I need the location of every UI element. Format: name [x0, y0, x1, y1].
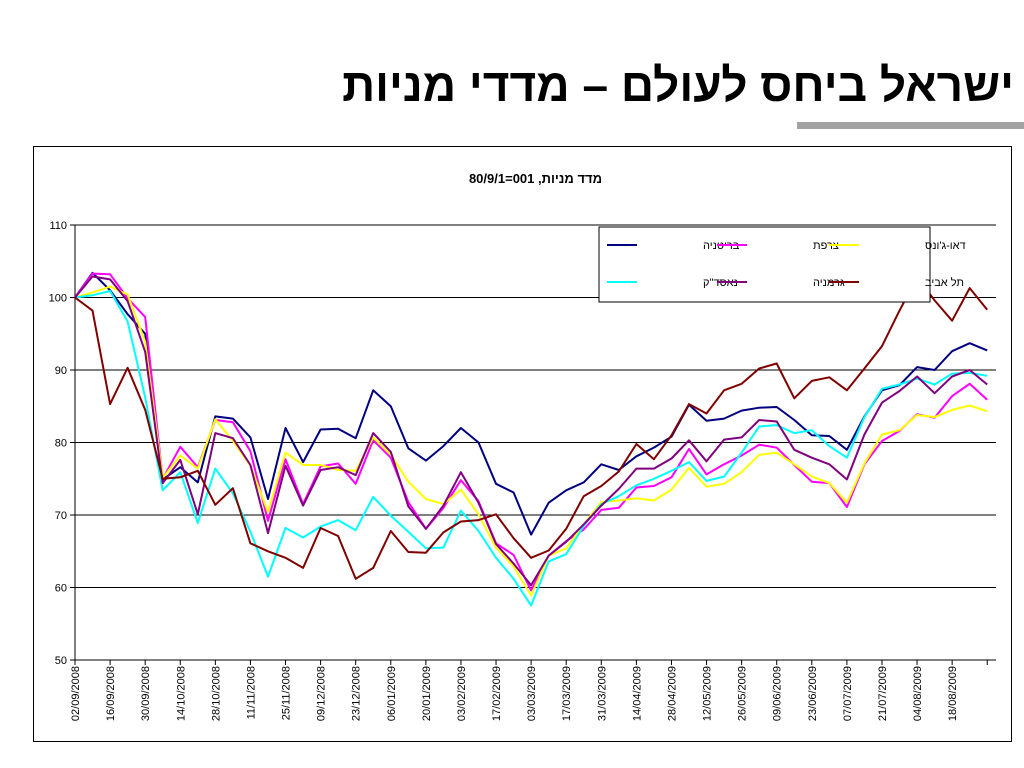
x-tick-label: 03/02/2009	[456, 666, 468, 721]
y-tick-label: 80	[55, 438, 67, 450]
chart-title: מדד מניות, 001=80/9/1	[469, 171, 602, 186]
legend-label-5: תל אביב	[925, 276, 964, 289]
y-tick-label: 50	[55, 655, 67, 667]
x-tick-label: 06/01/2009	[386, 666, 398, 721]
x-tick-label: 12/05/2009	[702, 666, 714, 721]
x-tick-label: 28/04/2009	[666, 666, 678, 721]
y-tick-label: 90	[55, 365, 67, 377]
x-tick-label: 30/09/2008	[140, 666, 152, 721]
series-line-4	[74, 275, 988, 587]
legend-label-1: צרפת	[813, 240, 839, 252]
chart-frame: מדד מניות, 001=80/9/1 50 60 70 80 90 100 110 02/…	[33, 146, 1012, 742]
x-tick-label: 31/03/2009	[596, 666, 608, 721]
x-tick-label: 04/08/2009	[912, 666, 924, 721]
x-tick-label: 16/09/2008	[105, 666, 117, 721]
series-line-3	[74, 290, 988, 607]
series-line-0	[74, 271, 988, 536]
x-tick-label: 03/03/2009	[526, 666, 538, 721]
series-line-2	[74, 285, 988, 597]
x-tick-label: 28/10/2008	[210, 666, 222, 721]
x-tick-label: 14/10/2008	[175, 666, 187, 721]
title-divider	[797, 122, 1024, 129]
y-tick-label: 70	[55, 510, 67, 522]
x-tick-label: 02/09/2008	[70, 666, 82, 721]
x-tick-label: 09/06/2009	[772, 666, 784, 721]
y-tick-label: 110	[49, 220, 67, 232]
line-chart: מדד מניות, 001=80/9/1 50 60 70 80 90 100 110 02/…	[49, 171, 996, 721]
legend-box	[598, 226, 931, 303]
x-tick-label: 09/12/2008	[316, 666, 328, 721]
series-line-5	[74, 276, 988, 580]
x-tick-label: 18/08/2009	[947, 666, 959, 721]
x-tick-label: 21/07/2009	[877, 666, 889, 721]
x-tick-label: 11/11/2008	[245, 666, 257, 719]
y-tick-label: 100	[49, 293, 67, 305]
x-tick-label: 14/04/2009	[631, 666, 643, 721]
x-tick-label: 20/01/2009	[421, 666, 433, 721]
x-tick-label: 23/12/2008	[351, 666, 363, 721]
x-tick-label: 17/03/2009	[561, 666, 573, 721]
y-tick-label: 60	[55, 583, 67, 595]
x-tick-label: 25/11/2008	[281, 666, 293, 720]
legend-label-4: גרמניה	[813, 277, 845, 289]
legend-label-2: דאו-ג'ונס	[925, 240, 966, 252]
x-tick-label: 17/02/2009	[491, 666, 503, 721]
slide-title: ישראל ביחס לעולם – מדדי מניות	[342, 59, 1014, 111]
x-tick-label: 23/06/2009	[807, 666, 819, 721]
x-tick-label: 07/07/2009	[842, 666, 854, 721]
x-tick-label: 26/05/2009	[737, 666, 749, 721]
